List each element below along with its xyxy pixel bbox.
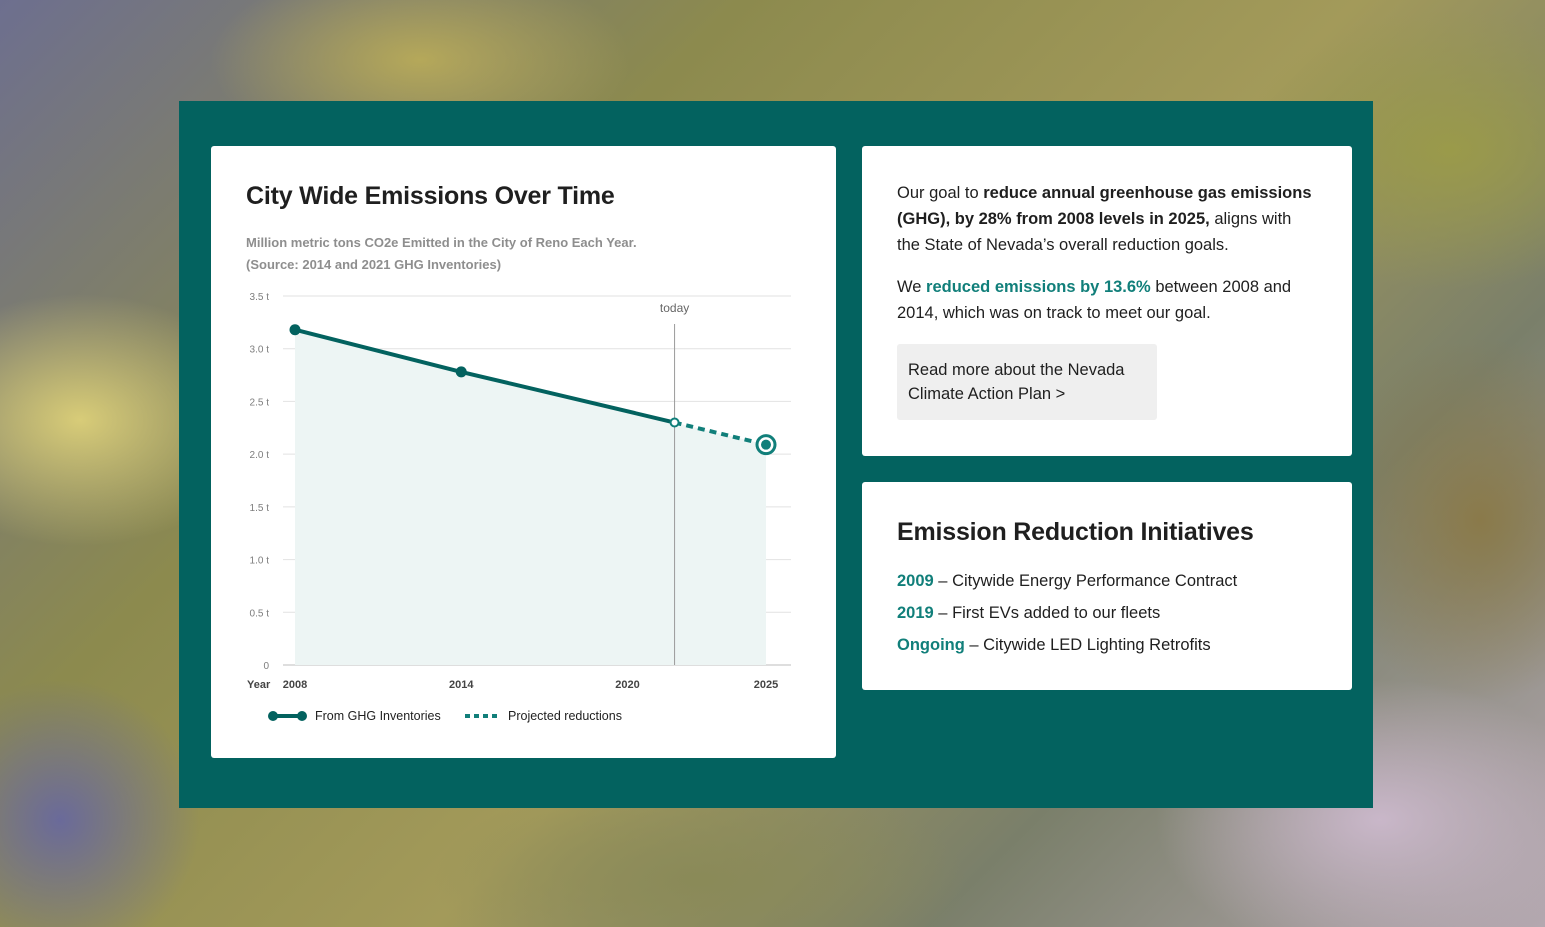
x-axis-prefix: Year xyxy=(247,679,271,691)
x-tick-label: 2025 xyxy=(754,679,778,691)
data-point xyxy=(455,366,467,378)
y-tick-label: 1.5 t xyxy=(250,503,270,514)
emissions-line-chart: 0 0.5 t 1.0 t 1.5 t 2.0 t 2.5 t 3.0 t 3.5 t tod… xyxy=(247,292,791,723)
x-tick-label: 2020 xyxy=(615,679,639,691)
initiative-item: 2019 – First EVs added to our fleets xyxy=(897,597,1317,629)
legend-solid-dot-start xyxy=(268,711,278,721)
chart-series xyxy=(289,324,777,456)
climate-plan-link-button[interactable]: Read more about the Nevada Climate Actio… xyxy=(897,344,1157,420)
content-panel: City Wide Emissions Over Time Million me… xyxy=(179,101,1373,808)
x-tick-label: 2008 xyxy=(283,679,307,691)
series-line-projected xyxy=(674,420,767,447)
emissions-chart-card: City Wide Emissions Over Time Million me… xyxy=(211,146,836,758)
chart-subtitle-line1: Million metric tons CO2e Emitted in the … xyxy=(246,235,637,250)
initiatives-card: Emission Reduction Initiatives 2009 – Ci… xyxy=(862,482,1352,690)
y-tick-label: 3.5 t xyxy=(250,292,270,303)
progress-text-post: between 2008 and 2014, which was on trac… xyxy=(897,278,1292,322)
initiative-year: 2009 xyxy=(897,572,934,590)
chart-area-fill xyxy=(295,329,766,665)
initiative-year: Ongoing xyxy=(897,636,965,654)
y-tick-label: 3.0 t xyxy=(250,345,270,356)
initiatives-title: Emission Reduction Initiatives xyxy=(897,518,1254,546)
initiative-item: Ongoing – Citywide LED Lighting Retrofit… xyxy=(897,629,1317,661)
y-tick-label: 2.0 t xyxy=(250,450,270,461)
y-tick-label: 0.5 t xyxy=(250,608,270,619)
today-label: today xyxy=(660,301,689,315)
legend-actual-label: From GHG Inventories xyxy=(315,709,441,723)
legend-projected-label: Projected reductions xyxy=(508,709,622,723)
goal-card: Our goal to reduce annual greenhouse gas… xyxy=(862,146,1352,456)
chart-subtitle: Million metric tons CO2e Emitted in the … xyxy=(246,232,806,276)
data-point-target xyxy=(761,439,771,450)
y-tick-label: 2.5 t xyxy=(250,397,270,408)
initiative-item: 2009 – Citywide Energy Performance Contr… xyxy=(897,565,1317,597)
progress-text-pre: We xyxy=(897,278,927,296)
y-tick-label: 0 xyxy=(263,661,269,672)
x-tick-label: 2014 xyxy=(449,679,474,691)
chart-title: City Wide Emissions Over Time xyxy=(246,182,615,210)
data-point-today xyxy=(669,417,680,428)
legend-solid-dot-end xyxy=(297,711,307,721)
initiative-text: – Citywide LED Lighting Retrofits xyxy=(964,636,1211,654)
progress-highlight: reduced emissions by 13.6% xyxy=(926,278,1151,296)
initiative-text: – First EVs added to our fleets xyxy=(933,604,1161,622)
chart-subtitle-line2: (Source: 2014 and 2021 GHG Inventories) xyxy=(246,257,502,272)
data-point xyxy=(289,324,301,336)
goal-paragraph: Our goal to reduce annual greenhouse gas… xyxy=(897,180,1317,258)
x-axis: 2008 2014 2020 2025 xyxy=(283,679,778,691)
goal-text-post: aligns with the State of Nevada’s overal… xyxy=(897,210,1292,254)
initiative-text: – Citywide Energy Performance Contract xyxy=(933,572,1238,590)
progress-paragraph: We reduced emissions by 13.6% between 20… xyxy=(897,274,1317,326)
initiatives-list: 2009 – Citywide Energy Performance Contr… xyxy=(897,565,1317,661)
chart-legend: From GHG Inventories Projected reduction… xyxy=(268,709,622,723)
goal-text-pre: Our goal to xyxy=(897,184,984,202)
initiative-year: 2019 xyxy=(897,604,934,622)
goal-text-bold: reduce annual greenhouse gas emissions (… xyxy=(897,184,1312,228)
y-tick-label: 1.0 t xyxy=(250,556,270,567)
